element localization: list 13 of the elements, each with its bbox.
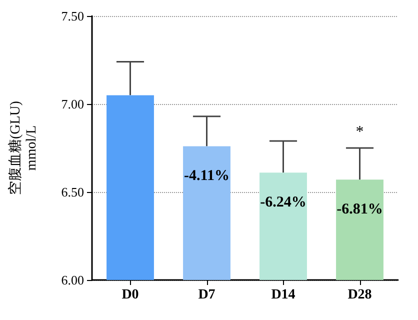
annotation: -4.11% xyxy=(184,168,230,184)
x-tick-label: D7 xyxy=(198,288,216,302)
y-axis-title: 空腹血糖(GLU) mmol/L xyxy=(8,100,40,196)
y-tick-label: 6.00 xyxy=(61,272,84,288)
y-tick-label: 6.50 xyxy=(61,184,84,200)
annotation: * xyxy=(356,124,364,140)
annotation: -6.24% xyxy=(260,194,306,211)
x-tick-label: D28 xyxy=(348,288,372,302)
y-tick-label: 7.50 xyxy=(61,8,84,24)
x-tick-label: D0 xyxy=(122,288,139,302)
x-tick-label: D14 xyxy=(271,288,296,302)
annotation: -6.81% xyxy=(336,202,383,218)
y-tick-label: 7.00 xyxy=(61,96,84,112)
